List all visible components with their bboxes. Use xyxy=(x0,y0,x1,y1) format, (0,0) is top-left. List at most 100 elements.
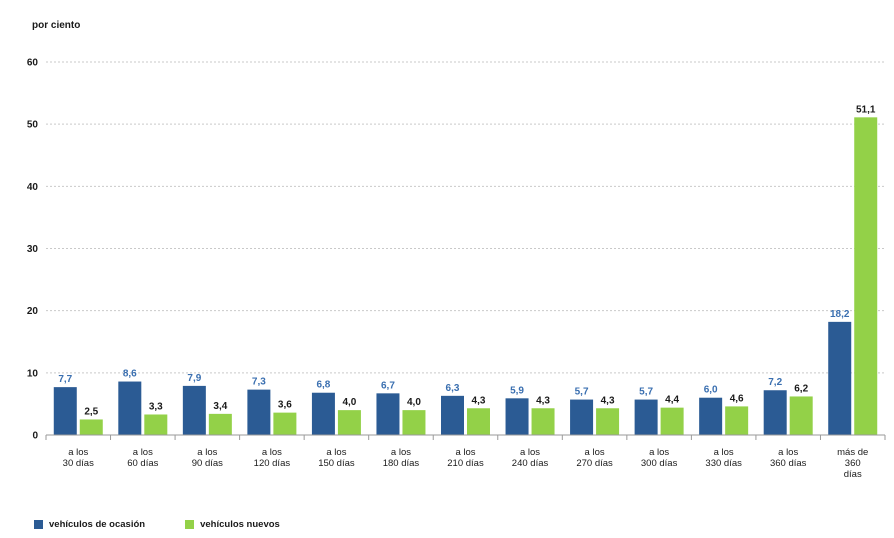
legend: vehículos de ocasión vehículos nuevos xyxy=(34,519,280,530)
x-tick-label-line: 360 xyxy=(845,458,861,469)
legend-swatch-new-vehicles xyxy=(185,520,195,529)
bar-new-vehicles xyxy=(531,408,555,435)
y-tick-labels: 0 10 20 30 40 50 60 xyxy=(27,58,39,442)
x-tick-label-line: a los xyxy=(326,447,346,458)
bar-used-vehicles xyxy=(247,389,271,435)
bar-used-vehicles xyxy=(763,390,787,435)
x-tick-label-line: 360 días xyxy=(770,458,807,469)
x-tick-label-line: 180 días xyxy=(383,458,420,469)
data-label: 3,6 xyxy=(278,400,292,411)
x-tick-label: a los 60 días xyxy=(127,447,158,469)
bar-new-vehicles xyxy=(208,413,232,435)
x-tick-label: a los 360 días xyxy=(770,447,807,469)
x-tick-label-line: a los xyxy=(714,447,734,458)
legend-swatch-used-vehicles xyxy=(34,520,43,529)
y-tick-label: 20 xyxy=(27,306,39,317)
x-tick-label: a los 330 días xyxy=(705,447,742,469)
data-label: 4,3 xyxy=(601,395,615,406)
data-label: 5,7 xyxy=(575,387,589,398)
x-tick-label-line: 300 días xyxy=(641,458,678,469)
data-label: 7,9 xyxy=(187,373,201,384)
bar-new-vehicles xyxy=(725,406,749,435)
x-tick-label-line: a los xyxy=(585,447,605,458)
bar-used-vehicles xyxy=(118,381,142,435)
data-label: 7,7 xyxy=(58,374,72,385)
legend-item-used-vehicles: vehículos de ocasión xyxy=(34,519,145,530)
x-tick-label-line: 120 días xyxy=(254,458,291,469)
data-label: 2,5 xyxy=(84,406,98,417)
data-label: 4,0 xyxy=(342,397,356,408)
bar-new-vehicles xyxy=(789,396,813,435)
data-label: 4,3 xyxy=(536,395,550,406)
x-tick-label-line: 60 días xyxy=(127,458,158,469)
y-tick-label: 10 xyxy=(27,368,39,379)
data-label: 6,8 xyxy=(316,380,330,391)
data-label: 7,3 xyxy=(252,377,266,388)
bar-used-vehicles xyxy=(828,321,852,435)
x-tick-label-line: 240 días xyxy=(512,458,549,469)
data-label: 6,7 xyxy=(381,380,395,391)
data-label: 4,0 xyxy=(407,397,421,408)
x-tick-label-line: 270 días xyxy=(576,458,613,469)
bar-new-vehicles xyxy=(402,410,426,435)
x-tick-label: a los 270 días xyxy=(576,447,613,469)
bar-chart: por ciento 0 10 20 30 40 50 60 7,7 8,6 7,9 7,3 6,8… xyxy=(27,20,886,480)
x-tick-label-line: 30 días xyxy=(63,458,94,469)
bar-new-vehicles xyxy=(660,407,684,435)
data-label: 8,6 xyxy=(123,369,137,380)
data-label: 3,3 xyxy=(149,401,163,412)
data-labels: 7,7 8,6 7,9 7,3 6,8 6,7 6,3 5,9 5,7 5,7 6,0 7,2 18,2… xyxy=(58,104,876,417)
bar-new-vehicles xyxy=(854,117,878,435)
x-tick-label: a los 180 días xyxy=(383,447,420,469)
bars xyxy=(53,117,878,435)
x-tick-label: a los 210 días xyxy=(447,447,484,469)
data-label: 6,3 xyxy=(446,383,460,394)
x-tick-label: a los 120 días xyxy=(254,447,291,469)
x-tick-label-line: 90 días xyxy=(192,458,223,469)
data-label: 51,1 xyxy=(856,104,876,115)
bar-used-vehicles xyxy=(505,398,529,435)
data-label: 5,9 xyxy=(510,385,524,396)
x-tick-label: más de 360 días xyxy=(837,447,868,480)
x-tick-label-line: a los xyxy=(133,447,153,458)
y-tick-label: 0 xyxy=(32,431,38,442)
data-label: 3,4 xyxy=(213,401,227,412)
data-label: 7,2 xyxy=(768,377,782,388)
x-tick-label: a los 300 días xyxy=(641,447,678,469)
bar-new-vehicles xyxy=(337,410,361,435)
x-tick-label-line: a los xyxy=(778,447,798,458)
data-label: 4,4 xyxy=(665,395,679,406)
y-tick-label: 50 xyxy=(27,120,39,131)
x-tick-label-line: a los xyxy=(649,447,669,458)
y-tick-label: 40 xyxy=(27,182,39,193)
data-label: 4,3 xyxy=(472,395,486,406)
x-tick-label: a los 90 días xyxy=(192,447,223,469)
bar-used-vehicles xyxy=(699,397,723,435)
x-tick-label-line: a los xyxy=(455,447,475,458)
bar-new-vehicles xyxy=(273,412,297,435)
y-tick-label: 60 xyxy=(27,58,39,69)
bar-used-vehicles xyxy=(441,395,464,435)
legend-label-used-vehicles: vehículos de ocasión xyxy=(49,519,146,530)
x-tick-label-line: más de xyxy=(837,447,868,458)
bar-used-vehicles xyxy=(311,392,335,435)
bar-used-vehicles xyxy=(182,385,206,435)
y-axis-label: por ciento xyxy=(32,20,80,31)
data-label: 6,0 xyxy=(704,385,718,396)
x-tick-label-line: días xyxy=(844,469,862,480)
x-tick-label-line: 210 días xyxy=(447,458,484,469)
bar-used-vehicles xyxy=(634,399,658,435)
x-tick-label-line: 330 días xyxy=(705,458,742,469)
x-tick-label: a los 150 días xyxy=(318,447,355,469)
x-tick-label-line: 150 días xyxy=(318,458,355,469)
x-tick-label: a los 240 días xyxy=(512,447,549,469)
bar-used-vehicles xyxy=(53,387,77,435)
gridlines xyxy=(46,61,885,374)
bar-new-vehicles xyxy=(144,414,168,435)
data-label: 6,2 xyxy=(794,383,808,394)
bar-new-vehicles xyxy=(467,408,490,435)
x-tick-label-line: a los xyxy=(262,447,282,458)
bar-new-vehicles xyxy=(79,419,103,435)
bar-new-vehicles xyxy=(596,408,620,435)
